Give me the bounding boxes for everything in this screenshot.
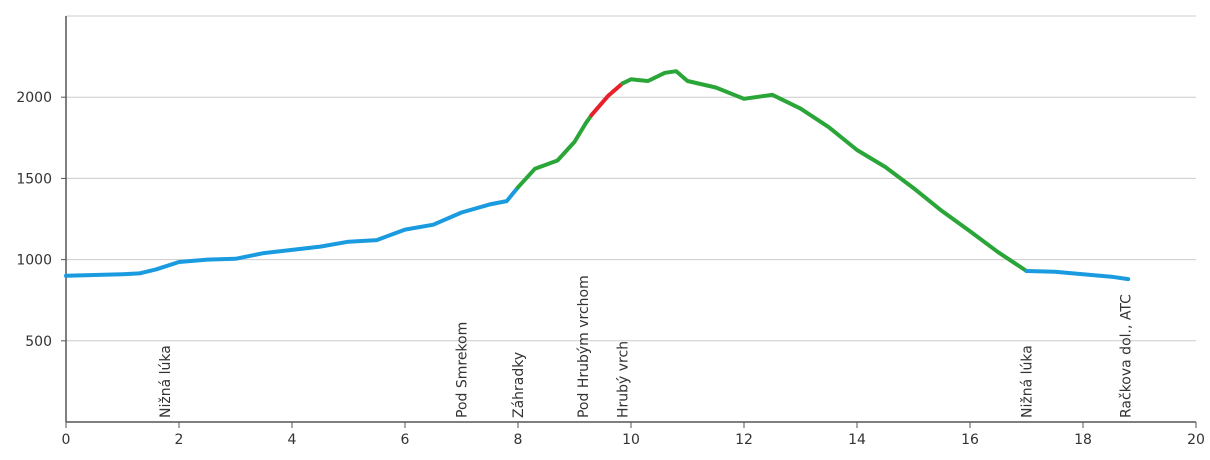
x-tick-label: 18 xyxy=(1074,432,1092,448)
elevation-series-segment-5 xyxy=(1024,269,1131,282)
waypoint-label-1: Nižná lúka xyxy=(158,345,174,418)
x-tick-label: 8 xyxy=(514,432,523,448)
axes xyxy=(61,16,1197,428)
waypoint-label-7: Račkova dol., ATC xyxy=(1118,294,1134,418)
x-tick-label: 14 xyxy=(848,432,866,448)
y-tick-label: 500 xyxy=(25,334,52,350)
waypoint-label-3: Záhradky xyxy=(511,352,527,418)
waypoint-label-4: Pod Hrubým vrchom xyxy=(576,275,592,418)
x-tick-label: 0 xyxy=(62,432,71,448)
y-tick-label: 1000 xyxy=(16,253,52,269)
elevation-series-segment-2 xyxy=(516,113,594,190)
elevation-series xyxy=(64,69,1131,282)
elevation-series-segment-4 xyxy=(620,69,1029,273)
x-tick-label: 20 xyxy=(1187,432,1205,448)
y-tick-label: 2000 xyxy=(16,90,52,106)
elevation-series-segment-3 xyxy=(589,81,625,118)
y-tick-label: 1500 xyxy=(16,171,52,187)
x-tick-label: 4 xyxy=(288,432,297,448)
waypoint-label-5: Hrubý vrch xyxy=(616,341,632,418)
waypoint-label-2: Pod Smrekom xyxy=(455,322,471,418)
tick-labels: 500 1000 1500 2000 0 2 4 6 8 10 12 14 16 18 20 xyxy=(16,90,1205,448)
x-tick-label: 16 xyxy=(961,432,979,448)
waypoint-label-6: Nižná lúka xyxy=(1020,345,1036,418)
waypoint-labels: Nižná lúka Pod Smrekom Záhradky Pod Hrubým … xyxy=(158,275,1135,418)
x-tick-label: 10 xyxy=(622,432,640,448)
x-tick-label: 2 xyxy=(175,432,184,448)
x-tick-label: 6 xyxy=(401,432,410,448)
x-tick-label: 12 xyxy=(735,432,753,448)
elevation-series-segment-1 xyxy=(64,185,520,278)
gridlines xyxy=(66,15,1196,342)
